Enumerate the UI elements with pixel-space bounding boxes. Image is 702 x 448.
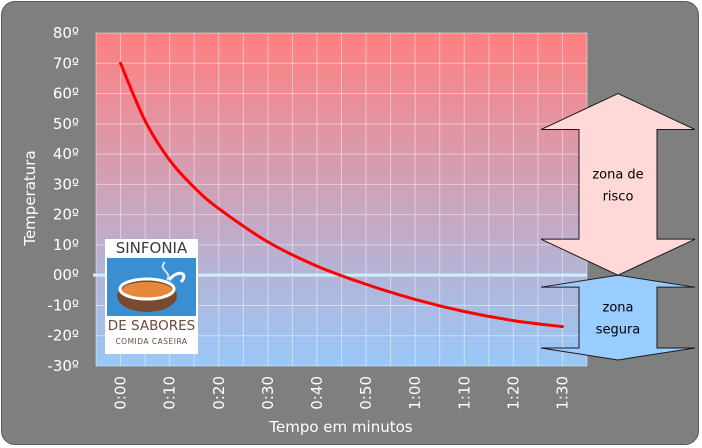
x-tick-label: 0:20	[210, 376, 228, 410]
y-tick-label: -30º	[47, 357, 79, 375]
x-tick-label: 1:00	[406, 376, 424, 410]
x-tick-label: 1:30	[553, 376, 571, 410]
risk-zone-label: risco	[603, 189, 634, 204]
logo-line1: SINFONIA	[115, 239, 188, 257]
y-tick-label: -10º	[47, 296, 79, 314]
safe-zone-label: segura	[596, 323, 641, 338]
y-tick-label: 60º	[53, 85, 79, 103]
y-tick-label: 10º	[53, 236, 79, 254]
y-axis-title: Temperatura	[21, 150, 39, 246]
y-tick-label: 40º	[53, 145, 79, 163]
y-tick-label: 80º	[53, 24, 79, 42]
x-tick-label: 0:40	[308, 376, 326, 410]
x-tick-label: 1:20	[504, 376, 522, 410]
y-tick-label: -20º	[47, 327, 79, 345]
safe-zone-arrow	[540, 274, 696, 361]
logo-line3: COMIDA CASEIRA	[115, 337, 188, 346]
x-axis-title: Tempo em minutos	[268, 418, 412, 436]
pot-icon	[117, 261, 186, 312]
risk-zone-label: zona de	[592, 167, 643, 182]
y-axis-ticks: 80º 70º 60º 50º 40º 30º 20º 10º 00º -10º -20º -30º	[47, 24, 79, 375]
x-tick-label: 1:10	[455, 376, 473, 410]
series-layer	[119, 61, 564, 329]
y-tick-label: 20º	[53, 206, 79, 224]
sinfonia-logo: SINFONIA DE SABORES COMIDA CASEIRA	[105, 239, 198, 354]
x-axis-ticks: 0:00 0:10 0:20 0:30 0:40 0:50 1:00 1:10 1:20 1:30	[112, 376, 572, 410]
safe-zone-label: zona	[603, 301, 634, 316]
series-line	[119, 61, 564, 329]
y-tick-label: 70º	[53, 54, 79, 72]
x-tick-label: 0:00	[112, 376, 130, 410]
y-tick-label: 50º	[53, 115, 79, 133]
x-tick-label: 0:50	[357, 376, 375, 410]
y-tick-label: 00º	[53, 266, 79, 284]
logo-line2: DE SABORES	[107, 318, 196, 334]
zone-arrows: zona de risco zona segura	[540, 92, 696, 361]
x-tick-label: 0:30	[259, 376, 277, 410]
x-tick-label: 0:10	[161, 376, 179, 410]
logo-pot-picture	[107, 258, 196, 316]
y-tick-label: 30º	[53, 175, 79, 193]
